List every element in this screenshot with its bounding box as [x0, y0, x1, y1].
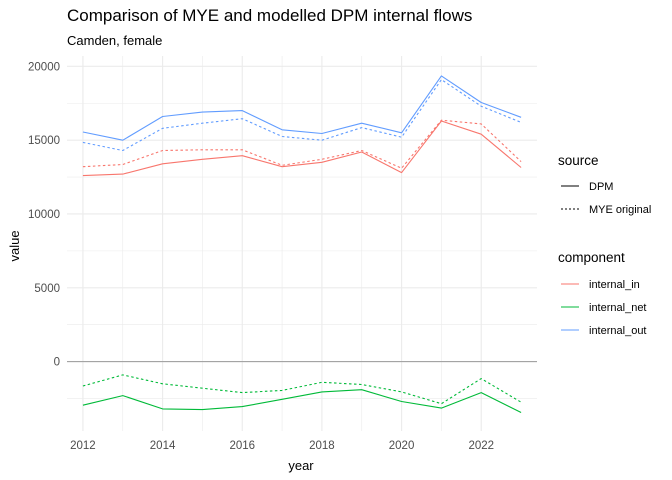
legend-label: internal_out [589, 325, 647, 337]
x-tick-label: 2020 [389, 440, 415, 452]
y-tick-label: 20000 [28, 61, 60, 73]
y-axis-title: value [7, 230, 22, 261]
chart-title: Comparison of MYE and modelled DPM inter… [67, 6, 473, 25]
x-tick-label: 2018 [309, 440, 335, 452]
chart-subtitle: Camden, female [67, 33, 163, 48]
y-tick-label: 5000 [34, 283, 60, 295]
x-axis-title: year [288, 458, 314, 473]
legend-label: internal_net [589, 302, 647, 314]
x-tick-label: 2014 [150, 440, 176, 452]
x-tick-label: 2012 [70, 440, 96, 452]
legend-title-component: component [558, 250, 625, 265]
legend-title-source: source [558, 153, 599, 168]
y-tick-label: 0 [54, 357, 60, 369]
y-tick-label: 15000 [28, 135, 60, 147]
series-line-internal-out-dpm [82, 75, 522, 141]
y-tick-labels: 0 5000 10000 15000 20000 [28, 61, 60, 368]
legend-label: MYE original [589, 204, 651, 216]
y-tick-label: 10000 [28, 209, 60, 221]
series-line-internal-in-mye-original [82, 119, 522, 169]
series-line-internal-net-dpm [82, 389, 522, 413]
legend: source DPM MYE original component internal_i… [558, 153, 651, 337]
x-tick-label: 2022 [468, 440, 494, 452]
x-tick-label: 2016 [229, 440, 255, 452]
x-tick-labels: 2012 2014 2016 2018 2020 2022 [70, 440, 494, 452]
grid-lines [67, 56, 537, 431]
series-line-internal-net-mye-original [82, 374, 522, 405]
series-line-internal-in-dpm [82, 120, 522, 177]
legend-label: internal_in [589, 279, 640, 291]
data-series [82, 75, 522, 413]
legend-label: DPM [589, 181, 613, 193]
series-line-internal-out-mye-original [82, 79, 522, 152]
